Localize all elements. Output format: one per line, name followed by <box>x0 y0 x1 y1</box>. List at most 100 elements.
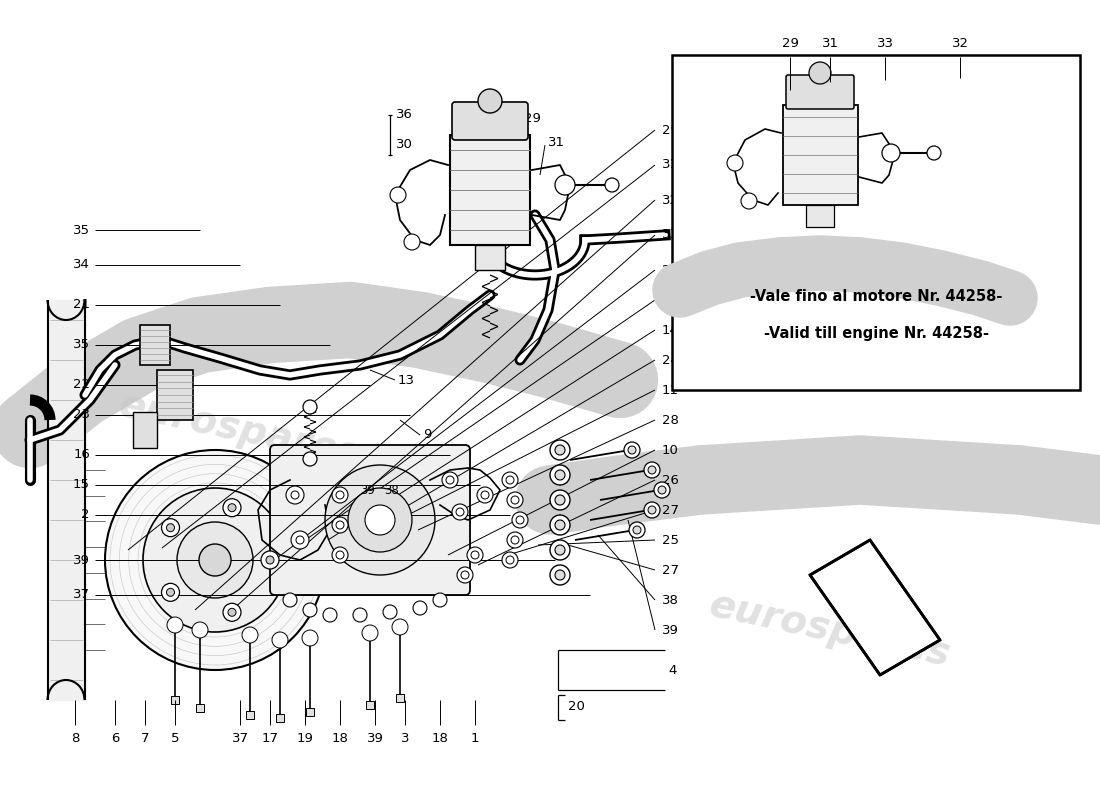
Circle shape <box>550 490 570 510</box>
Text: 18: 18 <box>431 732 449 745</box>
Circle shape <box>477 487 493 503</box>
Text: 18: 18 <box>331 732 349 745</box>
Text: 16: 16 <box>73 449 90 462</box>
Circle shape <box>348 488 412 552</box>
Circle shape <box>433 593 447 607</box>
Circle shape <box>446 476 454 484</box>
Text: 12: 12 <box>662 294 679 306</box>
Text: 1: 1 <box>471 732 480 745</box>
Circle shape <box>162 518 179 537</box>
Circle shape <box>302 452 317 466</box>
Bar <box>672 55 1080 390</box>
Text: 19: 19 <box>297 732 313 745</box>
Text: 34: 34 <box>73 258 90 271</box>
Bar <box>475 245 505 270</box>
Bar <box>157 370 192 420</box>
Bar <box>133 412 157 448</box>
Text: 17: 17 <box>262 732 278 745</box>
Circle shape <box>223 603 241 622</box>
Circle shape <box>228 504 236 512</box>
Text: 31: 31 <box>822 37 838 50</box>
Circle shape <box>336 551 344 559</box>
Text: 27: 27 <box>662 563 679 577</box>
Circle shape <box>223 498 241 517</box>
Text: eurospares: eurospares <box>768 230 945 294</box>
Circle shape <box>228 608 236 616</box>
Circle shape <box>392 619 408 635</box>
Circle shape <box>365 505 395 535</box>
Circle shape <box>624 442 640 458</box>
Circle shape <box>452 504 468 520</box>
Circle shape <box>456 508 464 516</box>
Circle shape <box>556 545 565 555</box>
Circle shape <box>302 400 317 414</box>
Text: 31: 31 <box>548 137 565 150</box>
Text: 14: 14 <box>662 323 679 337</box>
Circle shape <box>143 488 287 632</box>
Text: 6: 6 <box>111 732 119 745</box>
Text: 32: 32 <box>662 194 679 206</box>
Circle shape <box>648 506 656 514</box>
Circle shape <box>654 482 670 498</box>
Circle shape <box>336 521 344 529</box>
Text: 13: 13 <box>398 374 415 386</box>
FancyBboxPatch shape <box>786 75 854 109</box>
Text: -Vale fino al motore Nr. 44258-: -Vale fino al motore Nr. 44258- <box>750 289 1002 304</box>
Text: 35: 35 <box>73 338 90 351</box>
Circle shape <box>516 516 524 524</box>
Circle shape <box>404 234 420 250</box>
Circle shape <box>177 522 253 598</box>
Circle shape <box>550 465 570 485</box>
Text: 32: 32 <box>952 37 968 50</box>
Text: 31: 31 <box>662 158 679 171</box>
Circle shape <box>808 62 830 84</box>
Circle shape <box>261 551 279 569</box>
Text: 36: 36 <box>396 109 412 122</box>
FancyBboxPatch shape <box>452 102 528 140</box>
Circle shape <box>456 567 473 583</box>
Circle shape <box>507 492 522 508</box>
Bar <box>170 696 179 704</box>
Circle shape <box>629 522 645 538</box>
Text: 25: 25 <box>662 534 679 546</box>
Circle shape <box>644 462 660 478</box>
Circle shape <box>192 622 208 638</box>
Circle shape <box>502 472 518 488</box>
Circle shape <box>390 187 406 203</box>
Circle shape <box>286 486 304 504</box>
Polygon shape <box>810 540 940 675</box>
Circle shape <box>644 502 660 518</box>
Text: 37: 37 <box>231 732 249 745</box>
Circle shape <box>556 175 575 195</box>
Text: 8: 8 <box>70 732 79 745</box>
Circle shape <box>550 540 570 560</box>
Bar <box>806 205 834 227</box>
Circle shape <box>512 512 528 528</box>
Text: -Valid till engine Nr. 44258-: -Valid till engine Nr. 44258- <box>763 326 989 341</box>
Circle shape <box>512 496 519 504</box>
Circle shape <box>512 536 519 544</box>
Text: 23: 23 <box>73 409 90 422</box>
Text: 21: 21 <box>73 298 90 311</box>
Circle shape <box>302 603 317 617</box>
Circle shape <box>199 544 231 576</box>
Text: 38: 38 <box>662 594 679 606</box>
Circle shape <box>550 565 570 585</box>
Text: 29: 29 <box>524 111 541 125</box>
Text: 26: 26 <box>662 474 679 486</box>
Circle shape <box>104 450 324 670</box>
Circle shape <box>336 491 344 499</box>
Circle shape <box>412 601 427 615</box>
Text: eurospares: eurospares <box>116 386 364 474</box>
Text: 22: 22 <box>73 378 90 391</box>
Circle shape <box>556 470 565 480</box>
Circle shape <box>292 491 299 499</box>
Bar <box>366 701 374 709</box>
Circle shape <box>648 466 656 474</box>
Text: 35: 35 <box>73 223 90 237</box>
Text: 39: 39 <box>361 483 375 497</box>
Text: 33: 33 <box>662 229 679 242</box>
Circle shape <box>481 491 490 499</box>
Text: 39: 39 <box>73 554 90 566</box>
Circle shape <box>383 605 397 619</box>
